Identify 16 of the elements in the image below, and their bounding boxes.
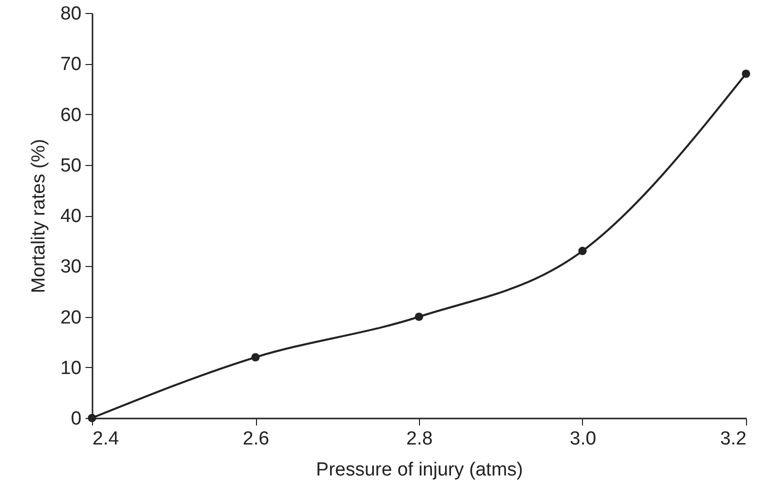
x-tick-label: 3.2 <box>720 428 746 450</box>
y-tick-label: 80 <box>60 4 82 24</box>
y-tick-label: 40 <box>60 206 82 227</box>
y-tick-label: 30 <box>60 256 82 278</box>
x-tick-label: 3.0 <box>570 428 596 450</box>
y-tick-label: 60 <box>60 104 82 126</box>
x-axis-title: Pressure of injury (atms) <box>316 460 523 480</box>
y-tick-label: 70 <box>60 54 82 76</box>
y-tick-label: 20 <box>60 307 82 328</box>
x-tick-label: 2.6 <box>242 428 270 450</box>
y-axis-title: Mortality rates (%) <box>28 138 50 294</box>
y-tick-label: 0 <box>70 408 82 430</box>
x-tick-label: 2.8 <box>406 428 433 450</box>
y-tick-label: 10 <box>60 358 82 379</box>
x-tick-label: 2.4 <box>92 428 120 450</box>
y-tick-label: 50 <box>60 155 82 176</box>
